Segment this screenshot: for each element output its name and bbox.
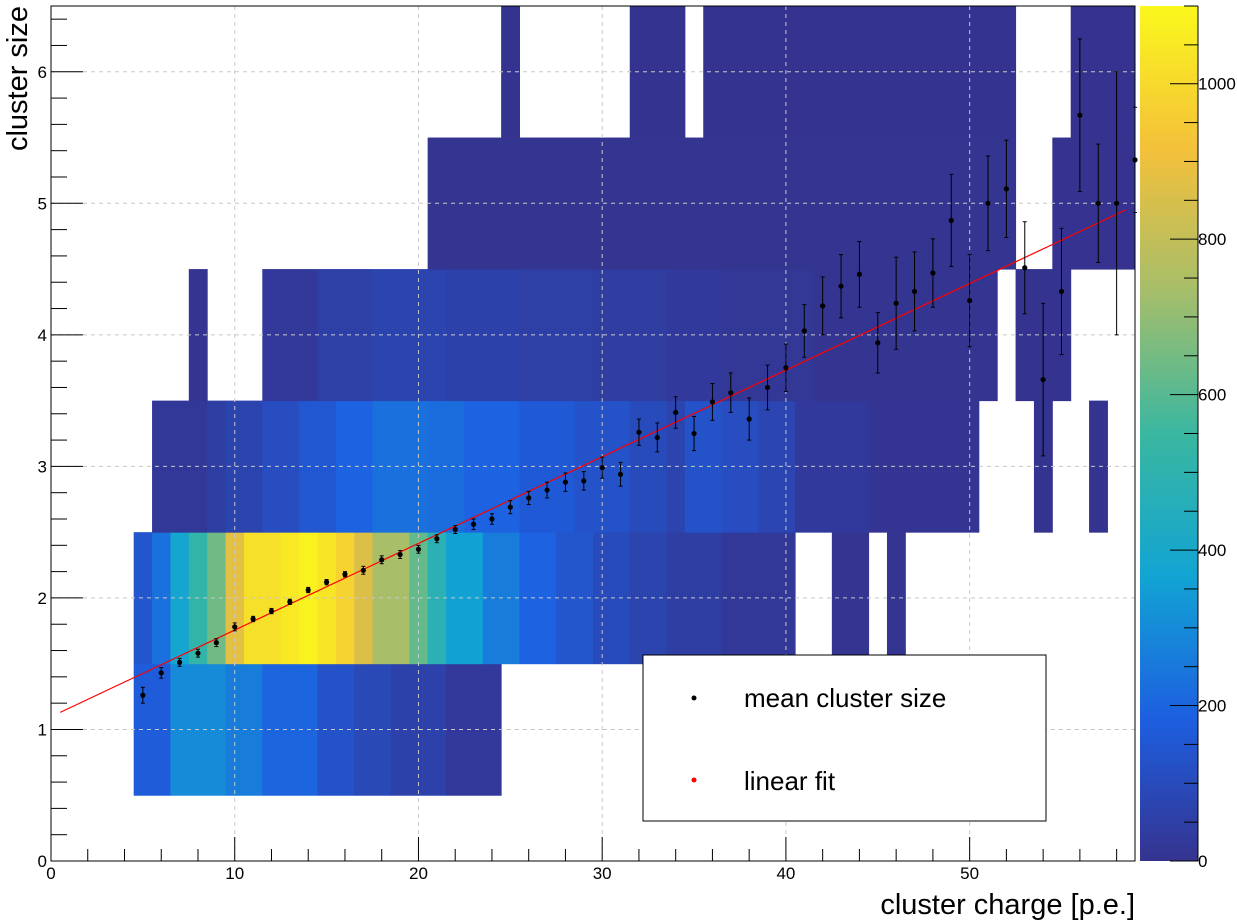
x-tick-label: 10 (225, 864, 244, 883)
data-point (764, 384, 771, 391)
y-tick-label: 6 (38, 63, 47, 82)
heatmap-cell (280, 532, 300, 665)
data-point (801, 328, 807, 334)
data-point (323, 579, 330, 585)
data-point (599, 465, 605, 471)
heatmap-cell (372, 269, 447, 402)
legend: mean cluster size linear fit (642, 654, 1047, 822)
x-tick-label: 30 (593, 864, 612, 883)
data-point (342, 571, 348, 577)
data-point (489, 516, 495, 522)
data-point (728, 390, 734, 396)
data-point (232, 624, 238, 630)
linear-fit-line (59, 209, 1127, 713)
heatmap-cell (335, 532, 355, 665)
heatmap-cell (207, 532, 227, 665)
data-point (397, 551, 403, 558)
data-point (305, 587, 311, 593)
data-point (250, 616, 256, 622)
y-tick-label: 4 (38, 326, 47, 345)
data-point (1077, 112, 1083, 118)
legend-label-mean-cluster-size: mean cluster size (744, 683, 946, 713)
data-point (617, 471, 624, 477)
colorbar: 0 200 400 600 800 1000 (1140, 5, 1236, 871)
data-point (691, 430, 697, 437)
data-point (820, 303, 826, 309)
data-point (985, 200, 991, 206)
heatmap-cell (207, 400, 227, 533)
colorbar-tick-label: 1000 (1198, 75, 1236, 94)
data-point (838, 283, 844, 289)
axes: 0 10 20 30 40 50 0 1 2 3 4 5 6 (38, 5, 1136, 883)
heatmap-cell (795, 400, 870, 533)
data-point (875, 340, 881, 346)
data-point (434, 536, 440, 542)
data-point (967, 298, 973, 304)
data-point (930, 270, 936, 276)
colorbar-tick-label: 600 (1198, 386, 1226, 405)
data-point (140, 692, 146, 698)
legend-box (642, 654, 1047, 822)
plot-frame (50, 5, 1136, 862)
data-point (893, 300, 899, 306)
data-point (1095, 200, 1101, 206)
fit-line-segment (59, 209, 1127, 713)
heatmap-cell (1089, 400, 1108, 533)
colorbar-tick-label: 400 (1198, 541, 1226, 560)
data-point (526, 495, 532, 501)
data-point (562, 479, 569, 485)
x-tick-label: 20 (409, 864, 428, 883)
data-point (911, 288, 918, 295)
data-point (709, 399, 716, 405)
data-point (673, 409, 679, 416)
data-point (1040, 376, 1046, 383)
heatmap-cell (886, 532, 906, 665)
data-point (452, 526, 458, 533)
data-point (195, 650, 201, 656)
mean-cluster-size-points (140, 38, 1138, 704)
colorbar-tick-label: 200 (1198, 697, 1226, 716)
data-point (213, 640, 219, 646)
data-point (507, 504, 513, 510)
data-point (470, 521, 477, 527)
data-point (1022, 265, 1028, 271)
x-tick-label: 0 (46, 864, 55, 883)
colorbar-tick-label: 0 (1198, 852, 1207, 871)
data-point (360, 567, 366, 573)
data-point (379, 557, 385, 563)
legend-marker-linear-fit (691, 777, 697, 783)
colorbar-tick-label: 800 (1198, 230, 1226, 249)
data-point (746, 416, 752, 422)
y-axis-label: cluster size (2, 6, 34, 151)
data-point (544, 487, 550, 493)
data-point (1058, 288, 1065, 295)
y-tick-label: 1 (38, 720, 47, 739)
data-point (415, 546, 422, 552)
y-tick-label: 5 (38, 194, 47, 213)
data-point (948, 217, 954, 224)
data-point (654, 434, 660, 441)
heatmap-cell (133, 532, 153, 665)
data-point (1114, 200, 1120, 206)
heatmap-cell (152, 532, 171, 665)
x-axis-label: cluster charge [p.e.] (880, 889, 1135, 921)
x-tick-label: 40 (776, 864, 795, 883)
legend-label-linear-fit: linear fit (744, 766, 836, 796)
legend-marker-mean-cluster-size (691, 695, 697, 701)
y-tick-label: 2 (38, 589, 47, 608)
data-point (177, 659, 183, 665)
data-point (287, 599, 293, 605)
x-tick-label: 50 (960, 864, 979, 883)
data-point (636, 429, 642, 435)
data-point (1003, 186, 1009, 192)
y-tick-label: 3 (38, 457, 47, 476)
y-tick-label: 0 (38, 852, 47, 871)
data-point (158, 670, 164, 676)
data-point (783, 365, 789, 371)
data-point (856, 271, 863, 277)
data-point (581, 478, 587, 484)
data-point (268, 608, 275, 614)
